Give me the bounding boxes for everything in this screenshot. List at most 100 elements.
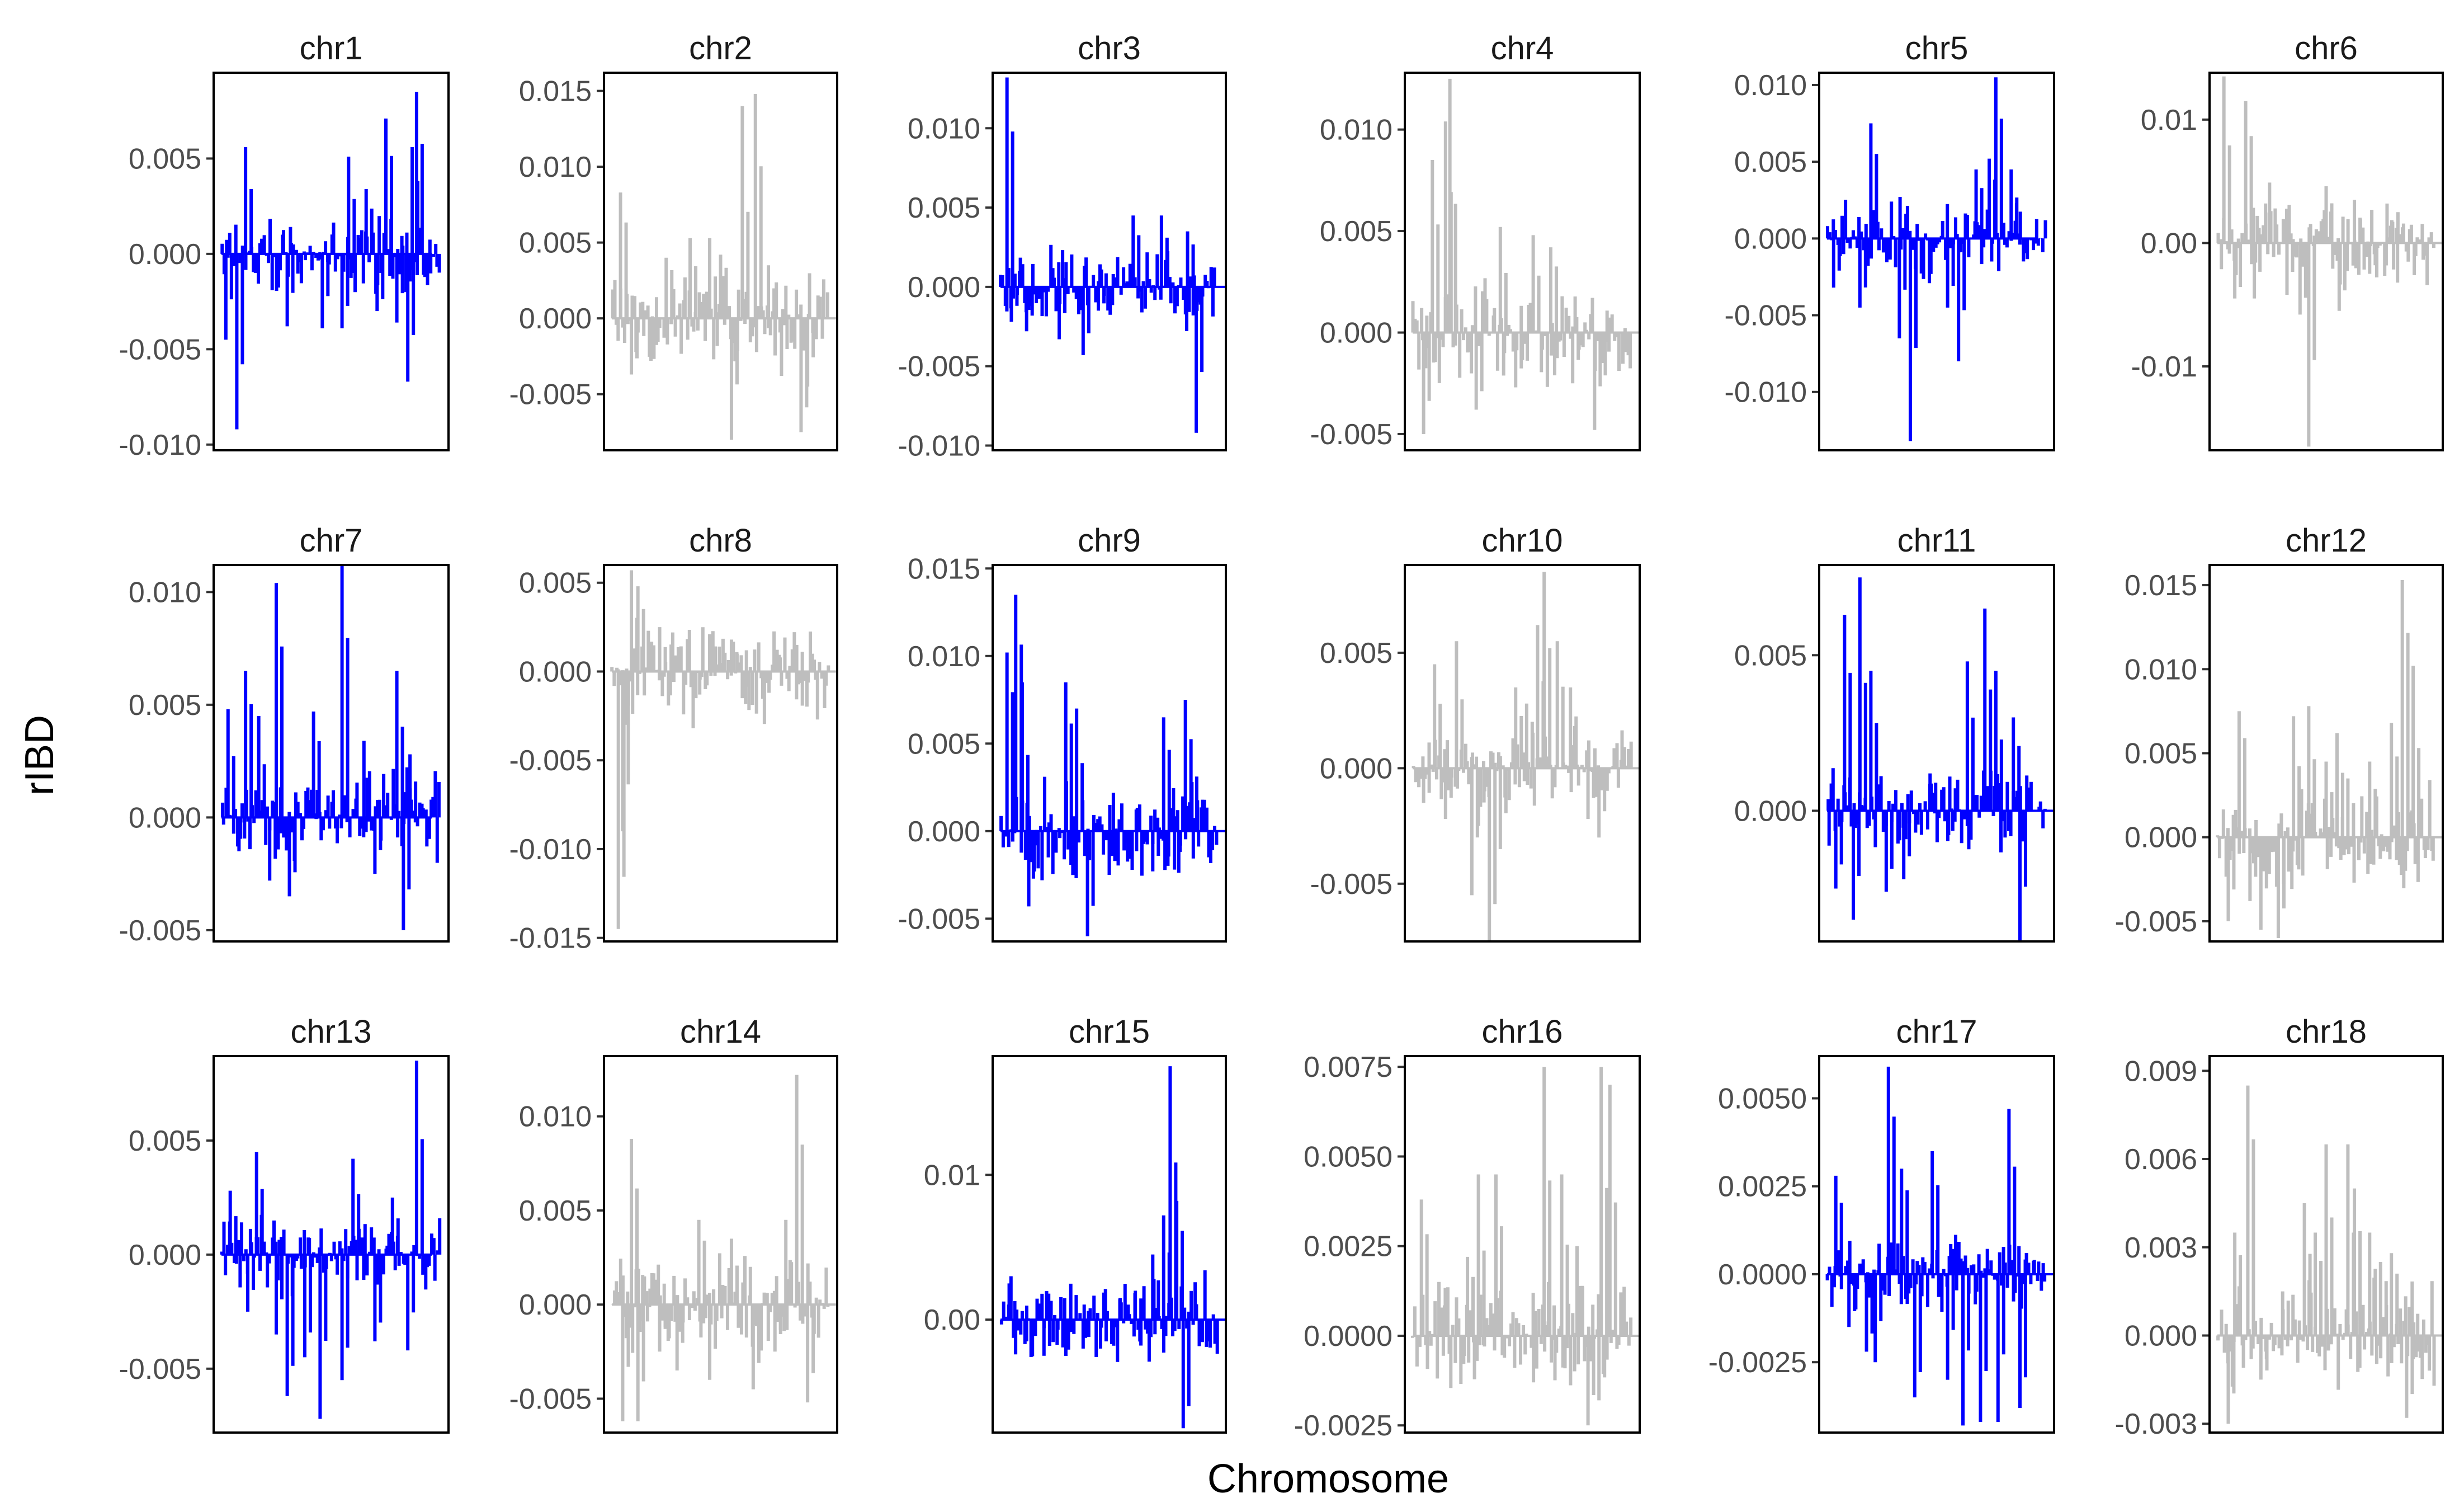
signal-noise — [999, 776, 1219, 880]
panel-chr17: chr17 0.0050 0.0025 0.0000 -0.0025 — [1708, 1014, 2055, 1434]
panel-title: chr14 — [680, 1014, 761, 1050]
y-tick-label: 0.00 — [924, 1304, 980, 1336]
panel-frame — [1404, 1055, 1641, 1434]
y-tick-label: 0.015 — [2125, 569, 2197, 602]
y-tick-label: 0.0025 — [1304, 1231, 1393, 1263]
panel-title: chr4 — [1491, 30, 1554, 67]
y-tick-label: 0.015 — [519, 76, 592, 108]
panel-title: chr12 — [2286, 522, 2367, 559]
panel-frame — [992, 564, 1227, 943]
y-tick-label: -0.0025 — [1708, 1346, 1807, 1379]
y-tick-label: -0.005 — [2115, 906, 2197, 938]
panel-frame — [992, 1055, 1227, 1434]
panel-frame — [2208, 1055, 2444, 1434]
y-tick-label: -0.005 — [1725, 300, 1807, 332]
panel-title: chr3 — [1078, 30, 1141, 67]
panel-frame — [2208, 564, 2444, 943]
panel-title: chr11 — [1897, 522, 1976, 559]
y-tick-label: -0.005 — [1310, 868, 1393, 901]
y-tick-label: 0.010 — [129, 576, 201, 609]
y-tick-label: -0.005 — [1310, 418, 1393, 451]
y-tick-label: -0.005 — [119, 333, 201, 366]
y-tick-label: 0.005 — [908, 728, 980, 760]
panel-title: chr6 — [2295, 30, 2358, 67]
y-tick-label: 0.000 — [2125, 1320, 2197, 1352]
panel-frame — [2208, 72, 2444, 451]
y-tick-label: 0.003 — [2125, 1232, 2197, 1264]
panel-chr15: chr15 0.01 0.00 — [924, 1014, 1227, 1434]
y-tick-label: 0.010 — [908, 112, 980, 145]
y-tick-label: 0.000 — [1734, 223, 1807, 255]
y-tick-label: 0.005 — [1734, 146, 1807, 178]
y-tick-label: -0.005 — [898, 351, 980, 383]
y-tick-label: 0.0075 — [1304, 1051, 1393, 1084]
y-tick-label: 0.010 — [1320, 114, 1393, 147]
y-tick-label: 0.010 — [908, 640, 980, 673]
y-tick-label: 0.000 — [519, 656, 592, 688]
y-tick-label: 0.00 — [2141, 227, 2197, 260]
panel-chr3: chr3 0.010 0.005 0.000 -0.005 -0.010 — [898, 30, 1227, 462]
y-tick-label: 0.0050 — [1718, 1082, 1807, 1115]
y-tick-label: 0.006 — [2125, 1143, 2197, 1176]
y-tick-label: -0.005 — [509, 1383, 592, 1415]
panel-chr13: chr13 0.005 0.000 -0.005 — [119, 1014, 450, 1434]
panel-chr9: chr9 0.015 0.010 0.005 0.000 -0.005 — [898, 522, 1227, 943]
y-tick-label: -0.005 — [509, 379, 592, 411]
panel-title: chr2 — [689, 30, 752, 67]
panel-title: chr16 — [1481, 1014, 1563, 1050]
y-tick-label: 0.000 — [908, 271, 980, 304]
panel-chr12: chr12 0.015 0.010 0.005 0.000 -0.005 — [2115, 522, 2444, 943]
y-tick-label: 0.005 — [519, 1195, 592, 1227]
y-tick-label: -0.005 — [509, 745, 592, 777]
panel-chr18: chr18 0.009 0.006 0.003 0.000 -0.003 — [2115, 1014, 2444, 1440]
panel-frame — [213, 72, 450, 451]
y-tick-label: -0.0025 — [1294, 1410, 1393, 1442]
panel-chr10: chr10 0.005 0.000 -0.005 — [1310, 522, 1641, 943]
y-tick-label: 0.0050 — [1304, 1141, 1393, 1173]
y-tick-label: -0.005 — [119, 915, 201, 947]
panel-frame — [603, 1055, 838, 1434]
y-tick-label: 0.010 — [1734, 69, 1807, 102]
y-tick-label: 0.005 — [519, 227, 592, 260]
y-tick-label: 0.000 — [519, 303, 592, 335]
panel-title: chr7 — [300, 522, 363, 559]
panel-title: chr10 — [1481, 522, 1563, 559]
y-tick-label: -0.010 — [898, 430, 980, 462]
panel-title: chr13 — [290, 1014, 371, 1050]
panel-frame — [603, 72, 838, 451]
y-tick-label: 0.01 — [2141, 104, 2197, 136]
panel-title: chr9 — [1078, 522, 1141, 559]
y-tick-label: 0.000 — [1320, 752, 1393, 785]
y-tick-label: 0.010 — [519, 151, 592, 183]
y-tick-label: 0.005 — [2125, 738, 2197, 770]
y-tick-label: -0.010 — [119, 429, 201, 461]
panel-chr11: chr11 0.005 0.000 — [1734, 522, 2055, 943]
y-tick-label: -0.005 — [119, 1353, 201, 1386]
signal-noise — [999, 244, 1219, 331]
panel-frame — [213, 564, 450, 943]
y-tick-label: 0.000 — [129, 802, 201, 834]
y-tick-label: -0.015 — [509, 922, 592, 955]
y-tick-label: 0.005 — [129, 1125, 201, 1157]
y-tick-label: 0.0000 — [1718, 1259, 1807, 1291]
y-tick-label: 0.0000 — [1304, 1320, 1393, 1353]
panel-title: chr15 — [1069, 1014, 1150, 1050]
y-axis-title: rIBD — [17, 715, 62, 795]
y-tick-label: 0.005 — [129, 143, 201, 175]
y-tick-label: 0.000 — [1734, 795, 1807, 827]
y-tick-label: 0.000 — [908, 816, 980, 848]
panel-frame — [1404, 564, 1641, 943]
panel-chr2: chr2 0.015 0.010 0.005 0.000 -0.005 — [509, 30, 838, 451]
panel-frame — [213, 1055, 450, 1434]
panel-title: chr1 — [300, 30, 363, 67]
y-tick-label: 0.005 — [1320, 215, 1393, 248]
y-tick-label: 0.000 — [129, 238, 201, 271]
y-tick-label: -0.010 — [1725, 376, 1807, 409]
y-tick-label: 0.005 — [519, 567, 592, 600]
panel-title: chr5 — [1905, 30, 1969, 67]
x-axis-title: Chromosome — [1207, 1457, 1449, 1501]
y-tick-label: -0.003 — [2115, 1408, 2197, 1440]
panel-title: chr17 — [1896, 1014, 1977, 1050]
panel-chr7: chr7 0.010 0.005 0.000 -0.005 — [119, 522, 450, 947]
